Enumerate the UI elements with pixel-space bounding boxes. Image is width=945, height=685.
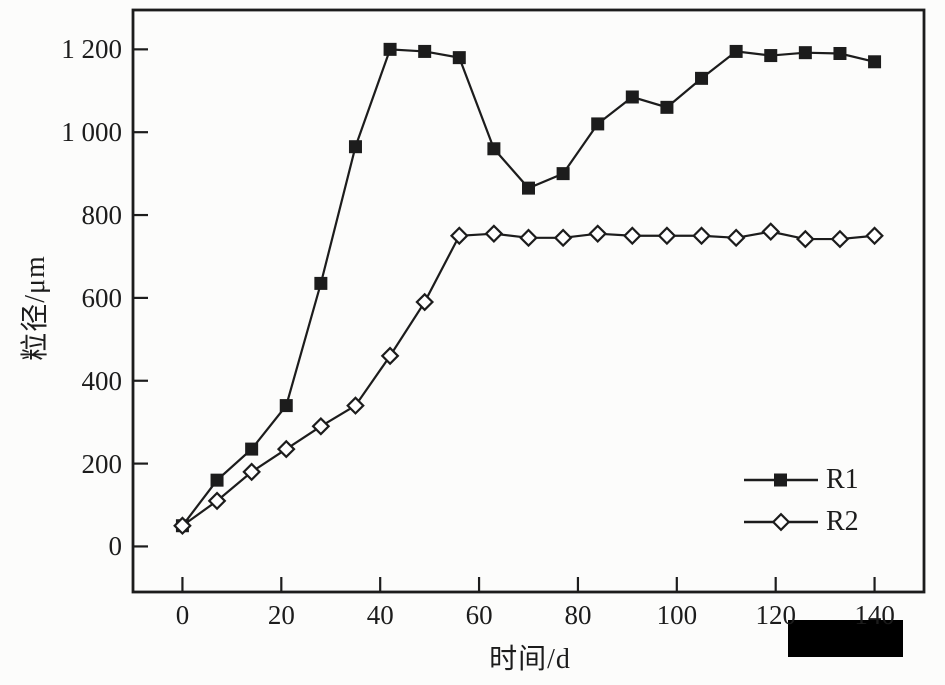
marker-filled-square-r1: [556, 167, 570, 181]
marker-filled-square-r1: [210, 473, 224, 487]
marker-open-diamond-r2: [415, 292, 435, 312]
marker-open-diamond-r2: [484, 224, 504, 244]
marker-filled-square-r1: [660, 100, 674, 114]
marker-open-diamond-r2: [173, 516, 192, 536]
marker-filled-square-r1: [868, 55, 882, 69]
marker-open-diamond-r2: [588, 224, 608, 244]
marker-open-diamond-r2: [207, 491, 227, 511]
x-tick-label: 80: [564, 600, 592, 630]
marker-filled-square-r1: [522, 181, 535, 195]
marker-filled-square-r1: [591, 117, 605, 131]
marker-filled-square-r1: [245, 442, 259, 456]
marker-open-diamond-r2: [622, 226, 642, 246]
marker-filled-square-r1: [314, 276, 328, 290]
x-axis-title: 时间/d: [489, 644, 571, 675]
legend-key-filled-square-icon: [744, 473, 818, 487]
x-tick-label: 0: [175, 600, 190, 630]
marker-filled-square-r1: [833, 46, 847, 60]
marker-open-diamond-r2: [276, 439, 296, 459]
legend-label-r1: R1: [826, 464, 859, 495]
legend-item-r1: R1: [742, 462, 859, 498]
x-tick-label: 20: [267, 600, 295, 630]
legend-item-r2: R2: [742, 504, 859, 540]
y-tick-label: 1 200: [61, 34, 122, 65]
plot-frame: [131, 8, 926, 594]
y-tick-label: 0: [108, 531, 123, 562]
redaction-box: [788, 620, 903, 657]
marker-open-diamond-r2: [346, 396, 365, 415]
marker-filled-square-r1: [764, 49, 778, 63]
marker-filled-square-r1: [729, 44, 743, 58]
marker-open-diamond-r2: [692, 226, 711, 246]
marker-filled-square-r1: [383, 42, 397, 56]
x-tick-label: 140: [854, 600, 895, 630]
y-tick-label: 800: [81, 200, 123, 231]
marker-filled-square-r1: [348, 140, 362, 154]
y-tick-label: 600: [81, 282, 123, 313]
marker-open-diamond-r2: [657, 226, 677, 246]
marker-filled-square-r1: [418, 44, 432, 58]
legend-key-open-diamond-icon: [744, 512, 818, 532]
marker-open-diamond-r2: [796, 229, 815, 249]
x-tick-label: 100: [656, 600, 698, 630]
marker-open-diamond-r2: [519, 228, 538, 248]
x-tick-label: 40: [366, 600, 394, 630]
marker-open-diamond-r2: [865, 226, 884, 246]
x-tick-label: 60: [465, 600, 493, 630]
y-tick-label: 400: [81, 365, 123, 396]
y-tick-label: 200: [81, 448, 123, 479]
legend: R1 R2: [742, 462, 859, 540]
marker-open-diamond-r2: [830, 229, 850, 249]
y-tick-label: 1 000: [61, 117, 122, 148]
marker-filled-square-r1: [695, 71, 709, 85]
marker-filled-square-r1: [452, 51, 466, 65]
marker-open-diamond-r2: [449, 226, 469, 246]
legend-label-r2: R2: [826, 506, 859, 537]
marker-open-diamond-r2: [726, 228, 746, 248]
marker-open-diamond-r2: [553, 228, 573, 248]
marker-open-diamond-r2: [380, 346, 400, 366]
marker-open-diamond-r2: [311, 416, 331, 436]
marker-open-diamond-r2: [242, 462, 261, 482]
marker-filled-square-r1: [625, 90, 639, 104]
x-tick-label: 120: [755, 600, 796, 630]
marker-filled-square-r1: [279, 399, 293, 413]
marker-filled-square-r1: [487, 142, 501, 156]
marker-open-diamond-r2: [761, 222, 781, 241]
marker-filled-square-r1: [798, 46, 812, 60]
